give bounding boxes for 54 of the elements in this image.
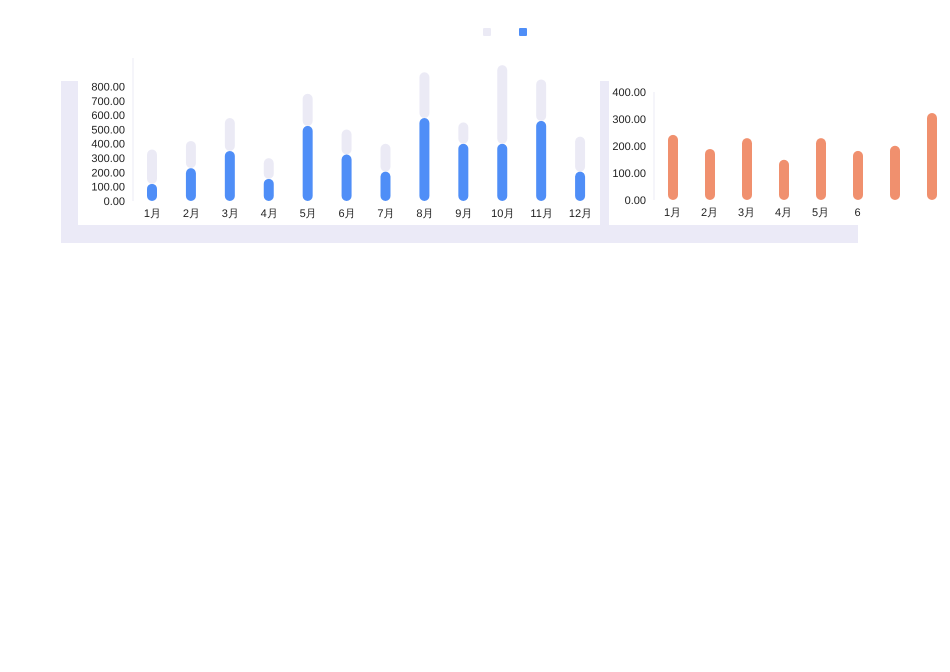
bar [224,150,235,201]
x-tick-label: 7月 [377,208,395,220]
y-tick-label: 0.00 [624,194,646,207]
x-tick-label: 5月 [300,208,317,220]
bar [575,136,586,172]
y-tick-label: 500.00 [91,124,125,136]
y-tick-label: 800.00 [91,82,125,94]
x-tick-label: 3月 [738,206,756,219]
x-tick-label: 1月 [664,206,682,219]
bar [927,113,937,200]
y-tick-label: 400.00 [612,86,646,99]
x-tick-label: 4月 [260,208,278,220]
bar [224,118,235,151]
bar [779,160,789,200]
x-tick-label: 11月 [530,208,553,220]
y-tick-label: 300.00 [612,114,646,126]
bar [668,134,678,200]
x-tick-label: 9月 [455,208,472,220]
x-tick-label: 6月 [338,208,356,220]
x-tick-label: 2月 [700,206,718,219]
bar [419,72,430,118]
x-tick-label: 12月 [568,208,592,220]
y-tick-label: 100.00 [91,182,125,194]
x-tick-label: 4月 [774,206,792,219]
bar [816,138,826,200]
x-tick-label: 1月 [144,208,162,220]
x-tick-label: 10月 [491,208,514,220]
y-tick-label: 300.00 [91,153,125,166]
bar [302,126,313,201]
bar [419,118,430,201]
bar [536,120,546,201]
y-tick-label: 700.00 [91,96,125,108]
bar [705,148,715,200]
x-tick-label: 8月 [416,208,434,220]
bar [147,150,157,184]
bar [890,146,900,200]
y-tick-label: 400.00 [91,138,125,151]
x-tick-label: 5月 [812,206,830,219]
y-tick-label: 100.00 [612,168,646,180]
bar [497,65,508,144]
bar [186,168,196,201]
bar [497,144,508,201]
y-tick-label: 200.00 [612,140,646,153]
bar [536,79,546,121]
y-tick-label: 200.00 [91,167,125,180]
x-tick-label: 2月 [182,208,200,220]
bar [458,144,468,201]
bar [342,154,352,201]
y-tick-label: 600.00 [91,110,125,122]
x-tick-label: 3月 [222,208,239,220]
x-tick-label: 6 [854,206,861,219]
y-tick-label: 0.00 [104,196,125,208]
bar [853,150,863,200]
bar [742,138,752,200]
